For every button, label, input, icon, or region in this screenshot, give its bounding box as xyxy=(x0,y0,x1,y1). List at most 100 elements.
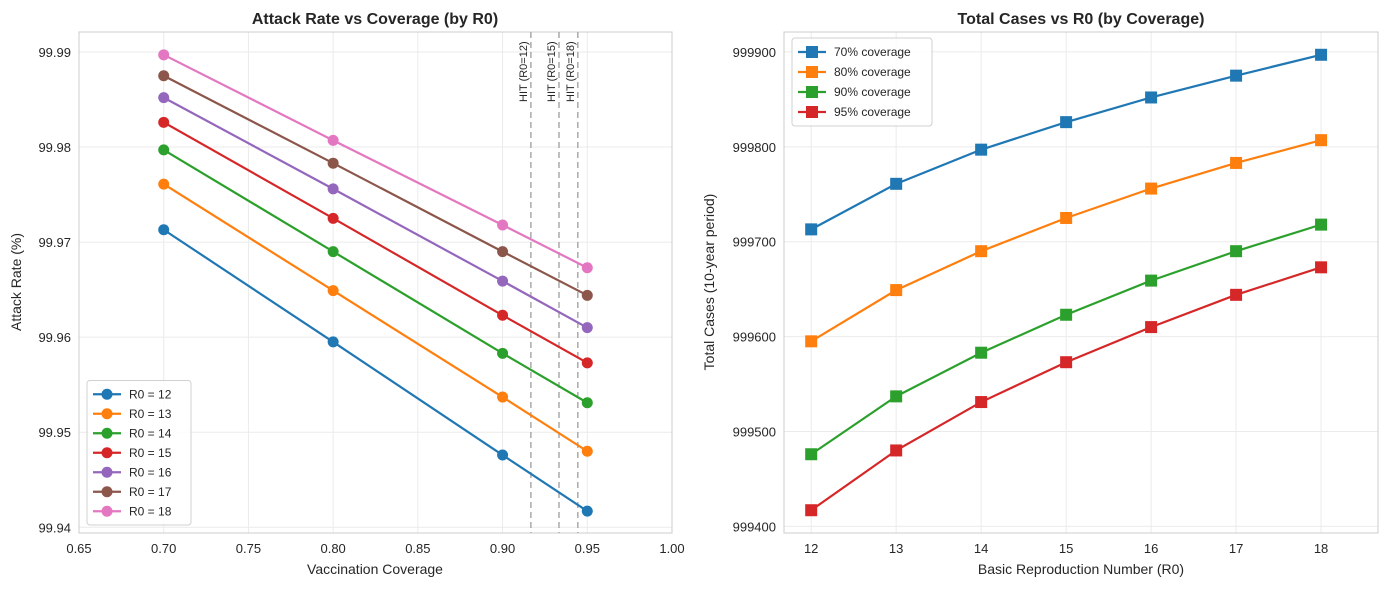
data-point xyxy=(497,309,509,321)
series-line xyxy=(163,96,588,329)
data-point xyxy=(158,224,170,236)
y-tick-label: 999400 xyxy=(733,519,776,534)
legend-box xyxy=(86,380,192,526)
data-point xyxy=(1060,116,1073,129)
data-point xyxy=(1060,308,1073,321)
data-point xyxy=(497,449,509,461)
data-point xyxy=(581,397,593,409)
data-point xyxy=(581,322,593,334)
x-tick-label: 0.95 xyxy=(575,541,600,556)
x-tick-label: 18 xyxy=(1314,541,1328,556)
attack-rate-chart: Attack Rate vs Coverage (by R0) Vaccinat… xyxy=(8,11,685,577)
chart-title: Attack Rate vs Coverage (by R0) xyxy=(252,11,498,28)
x-tick-label: 0.70 xyxy=(151,541,176,556)
data-point xyxy=(158,92,170,104)
data-point xyxy=(327,183,339,195)
y-tick-label: 99.97 xyxy=(38,235,71,250)
data-point xyxy=(581,505,593,517)
y-tick-label: 99.95 xyxy=(38,425,71,440)
data-point xyxy=(497,391,509,403)
series-line xyxy=(163,53,588,269)
data-point xyxy=(890,444,903,457)
legend-label: R0 = 16 xyxy=(129,465,172,479)
data-point xyxy=(975,143,988,156)
data-point xyxy=(158,144,170,156)
x-tick-label: 0.80 xyxy=(320,541,345,556)
data-point xyxy=(327,285,339,297)
data-point xyxy=(581,445,593,457)
legend-marker xyxy=(101,388,113,400)
data-point xyxy=(890,284,903,297)
legend-marker xyxy=(806,86,818,98)
data-point xyxy=(1060,211,1073,224)
data-point xyxy=(327,157,339,169)
data-point xyxy=(1230,288,1243,301)
y-tick-label: 99.96 xyxy=(38,330,71,345)
data-point xyxy=(581,262,593,274)
data-point xyxy=(1145,274,1158,287)
x-tick-label: 1.00 xyxy=(659,541,684,556)
legend-marker xyxy=(101,505,113,517)
series-line xyxy=(163,228,588,513)
x-axis-label: Basic Reproduction Number (R0) xyxy=(978,561,1184,577)
x-tick-label: 16 xyxy=(1144,541,1158,556)
data-point xyxy=(975,346,988,359)
y-axis-label: Attack Rate (%) xyxy=(8,233,24,331)
x-tick-label: 14 xyxy=(974,541,988,556)
data-point xyxy=(1145,91,1158,104)
x-tick-label: 0.85 xyxy=(405,541,430,556)
data-point xyxy=(1230,156,1243,169)
legend-label: 70% coverage xyxy=(834,45,911,59)
legend-label: R0 = 14 xyxy=(129,426,172,440)
legend-marker xyxy=(101,486,113,498)
data-point xyxy=(327,336,339,348)
data-point xyxy=(890,390,903,403)
legend-label: R0 = 12 xyxy=(129,387,172,401)
legend-label: 90% coverage xyxy=(834,85,911,99)
legend: 70% coverage 80% coverage 90% coverage 95% … xyxy=(791,37,933,127)
chart-title: Total Cases vs R0 (by Coverage) xyxy=(958,11,1205,28)
hit-threshold-label: HIT (R0=18) xyxy=(565,41,577,102)
series-line xyxy=(163,74,588,297)
x-tick-label: 12 xyxy=(804,541,818,556)
total-cases-chart: Total Cases vs R0 (by Coverage) Basic Re… xyxy=(701,11,1379,577)
hit-threshold-label: HIT (R0=15) xyxy=(546,41,558,102)
x-tick-label: 13 xyxy=(889,541,903,556)
legend-label: R0 = 18 xyxy=(129,504,172,518)
plot-frame xyxy=(78,31,673,534)
data-point xyxy=(1315,218,1328,231)
series-line xyxy=(163,148,588,404)
series-line xyxy=(163,121,588,364)
data-point xyxy=(1315,261,1328,274)
data-point xyxy=(158,49,170,61)
y-axis-label: Total Cases (10-year period) xyxy=(701,194,717,371)
data-point xyxy=(327,212,339,224)
y-tick-label: 99.99 xyxy=(38,45,71,60)
data-point xyxy=(581,289,593,301)
data-point xyxy=(1315,48,1328,61)
data-point xyxy=(497,246,509,258)
y-tick-label: 999800 xyxy=(733,140,776,155)
data-point xyxy=(158,178,170,190)
legend-marker xyxy=(101,408,113,420)
legend-box xyxy=(791,37,933,127)
y-tick-label: 999700 xyxy=(733,235,776,250)
data-point xyxy=(1145,182,1158,195)
legend-label: R0 = 15 xyxy=(129,446,172,460)
data-point xyxy=(497,219,509,231)
hit-threshold-label: HIT (R0=12) xyxy=(518,41,530,102)
x-tick-label: 0.65 xyxy=(66,541,91,556)
plot-frame xyxy=(783,31,1379,534)
x-tick-label: 15 xyxy=(1059,541,1073,556)
x-tick-label: 17 xyxy=(1229,541,1243,556)
data-point xyxy=(497,275,509,287)
legend-label: R0 = 17 xyxy=(129,485,172,499)
legend-label: R0 = 13 xyxy=(129,407,172,421)
data-point xyxy=(497,347,509,359)
data-point xyxy=(327,246,339,258)
data-point xyxy=(805,504,818,517)
series-line xyxy=(163,183,588,453)
legend: R0 = 12 R0 = 13 R0 = 14 R0 = 15 R0 = 16 R0 = … xyxy=(86,380,192,526)
legend-label: 95% coverage xyxy=(834,105,911,119)
y-tick-label: 99.94 xyxy=(38,520,71,535)
